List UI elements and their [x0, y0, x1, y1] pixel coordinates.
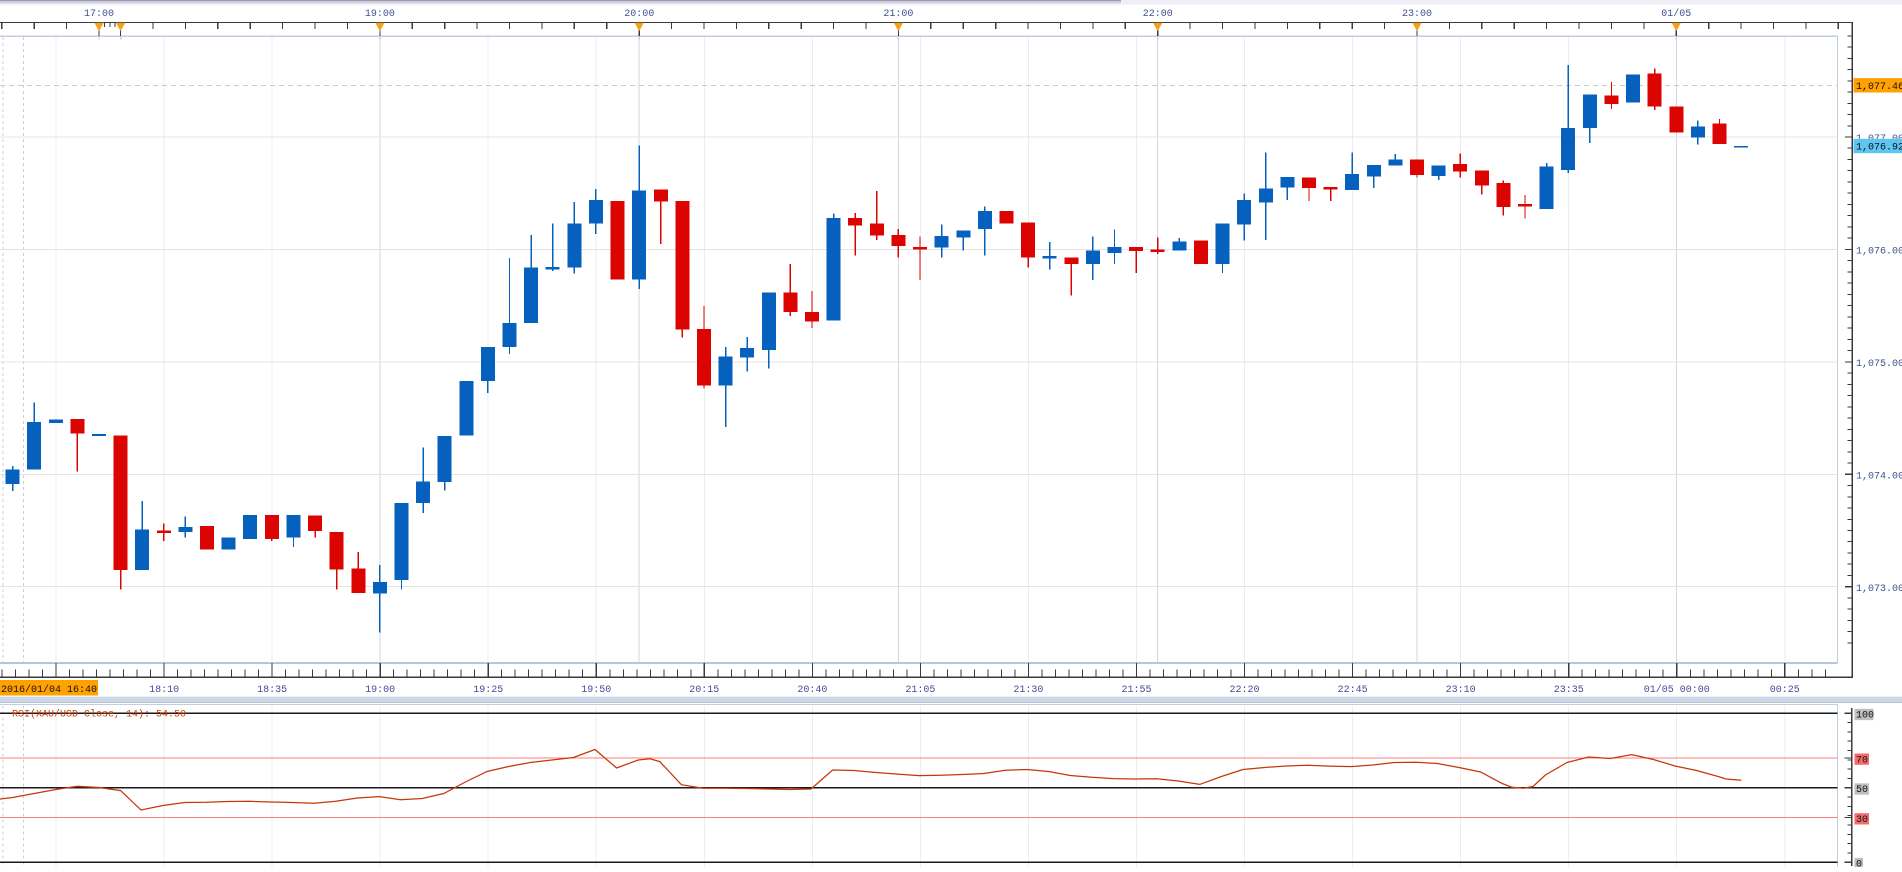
svg-text:21:05: 21:05: [905, 685, 935, 696]
svg-text:2016/01/04 16:40: 2016/01/04 16:40: [1, 684, 97, 696]
svg-text:19:25: 19:25: [473, 685, 503, 696]
svg-text:22:20: 22:20: [1229, 685, 1259, 696]
svg-text:1,076.92: 1,076.92: [1856, 143, 1902, 154]
svg-text:20:00: 20:00: [624, 9, 654, 20]
svg-text:20:40: 20:40: [797, 685, 827, 696]
svg-text:00:25: 00:25: [1770, 685, 1800, 696]
svg-text:19:50: 19:50: [581, 685, 611, 696]
svg-text:22:00: 22:00: [1143, 9, 1173, 20]
svg-text:1,075.00: 1,075.00: [1856, 359, 1902, 370]
svg-text:21:00: 21:00: [883, 9, 913, 20]
svg-text:01/05: 01/05: [1661, 8, 1691, 20]
svg-text:0: 0: [1856, 860, 1862, 867]
svg-text:70: 70: [1856, 755, 1868, 766]
svg-text:23:10: 23:10: [1446, 685, 1476, 696]
svg-text:RSI(XAU/USD Close, 14): 54.50: RSI(XAU/USD Close, 14): 54.50: [12, 709, 186, 721]
svg-text:20:15: 20:15: [689, 685, 719, 696]
svg-text:50: 50: [1856, 785, 1868, 796]
svg-text:01/05 00:00: 01/05 00:00: [1644, 684, 1710, 696]
svg-text:23:35: 23:35: [1554, 685, 1584, 696]
svg-text:18:10: 18:10: [149, 685, 179, 696]
svg-text:22:45: 22:45: [1338, 685, 1368, 696]
svg-text:21:55: 21:55: [1121, 685, 1151, 696]
svg-text:100: 100: [1856, 711, 1874, 722]
svg-text:1,077.46: 1,077.46: [1856, 82, 1902, 93]
svg-text:23:00: 23:00: [1402, 9, 1432, 20]
svg-text:18:35: 18:35: [257, 685, 287, 696]
svg-text:1,074.00: 1,074.00: [1856, 472, 1902, 483]
svg-text:30: 30: [1856, 815, 1868, 826]
svg-text:19:00: 19:00: [365, 685, 395, 696]
svg-text:21:30: 21:30: [1013, 685, 1043, 696]
svg-text:1,073.00: 1,073.00: [1856, 584, 1902, 595]
svg-text:19:00: 19:00: [365, 9, 395, 20]
svg-text:1,076.00: 1,076.00: [1856, 247, 1902, 258]
svg-text:17:00: 17:00: [84, 9, 114, 20]
